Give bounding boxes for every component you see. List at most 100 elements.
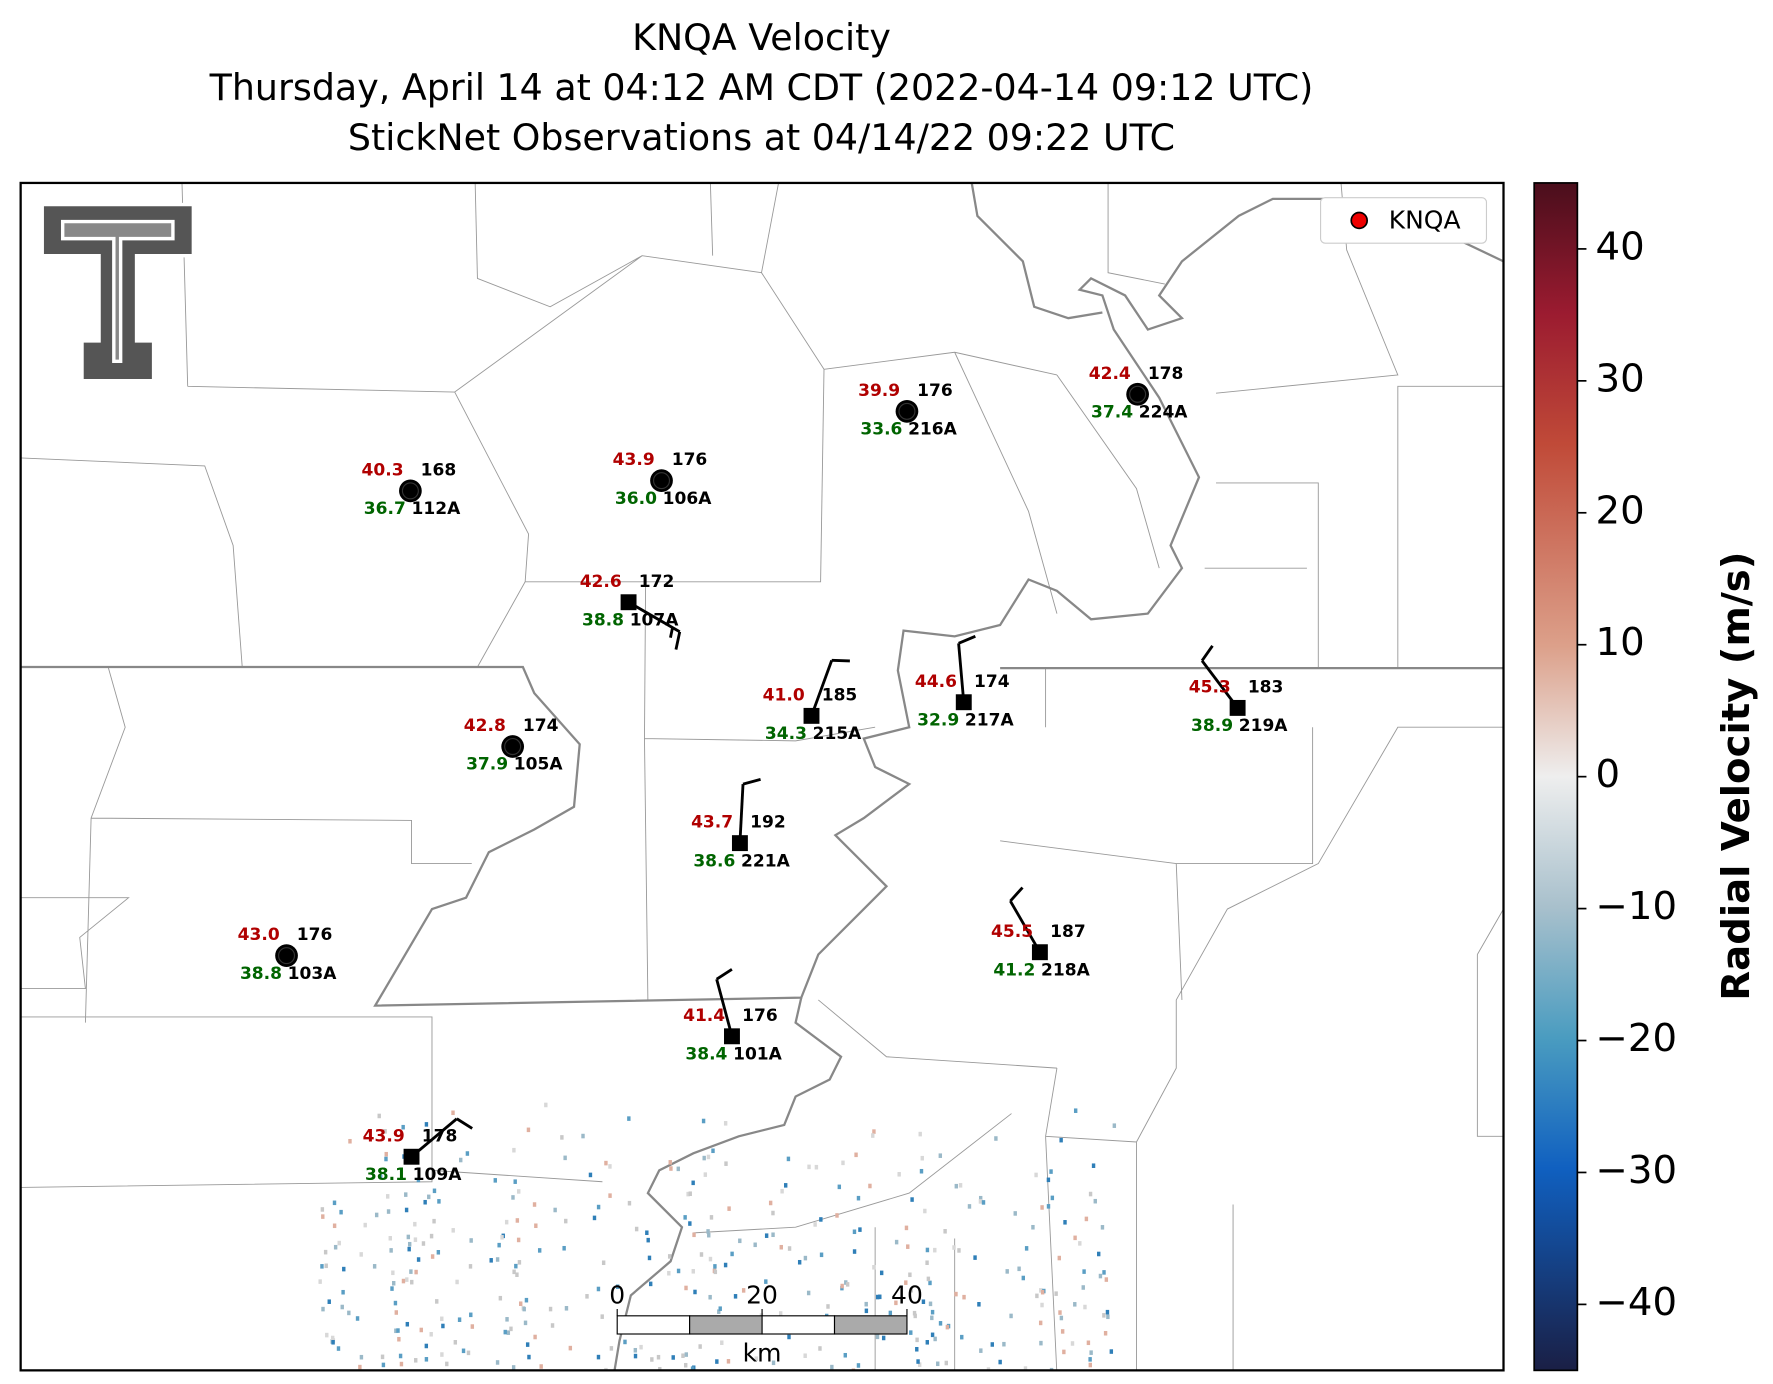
temperature: 42.6 — [580, 572, 622, 592]
station: 40.3 168 36.7 112A — [362, 460, 462, 519]
station-id: 106A — [663, 489, 713, 509]
station: 45.5 187 41.2 218A — [991, 886, 1091, 980]
station-value: 176 — [297, 925, 333, 945]
scale-tick-label: 20 — [746, 1281, 778, 1310]
colorbar-tick-label: 0 — [1596, 752, 1621, 797]
station-value: 187 — [1050, 922, 1086, 942]
wind-barb — [1009, 900, 1042, 953]
station-marker — [403, 1148, 420, 1165]
station-value: 178 — [422, 1126, 458, 1146]
colorbar-tick-label: 40 — [1596, 224, 1645, 269]
station-ring — [401, 482, 419, 500]
scale-tick-label: 0 — [609, 1281, 625, 1310]
dewpoint: 37.9 — [466, 755, 508, 775]
dewpoint: 38.1 — [365, 1165, 407, 1185]
scale-tick-label: 40 — [891, 1281, 923, 1310]
station: 42.4 178 37.4 224A — [1089, 364, 1189, 423]
colorbar-tick-label: −30 — [1596, 1148, 1678, 1193]
station-id: 219A — [1239, 716, 1289, 736]
station: 44.6 174 32.9 217A — [915, 634, 1015, 730]
station-value: 183 — [1248, 677, 1284, 697]
wind-barb — [627, 601, 681, 634]
colorbar-tick-label: −40 — [1596, 1280, 1678, 1325]
barb-flag — [669, 627, 674, 638]
dewpoint: 32.9 — [917, 710, 959, 730]
station: 43.9 176 36.0 106A — [613, 450, 713, 509]
station-value: 176 — [672, 450, 708, 470]
station-marker — [803, 707, 820, 724]
station-ring — [898, 402, 916, 420]
station-ring — [652, 472, 671, 490]
station-marker — [620, 594, 637, 611]
station-marker — [724, 1028, 740, 1045]
scale-segment — [616, 1315, 691, 1335]
colorbar-tick-label: 20 — [1596, 488, 1645, 533]
barb-flag — [715, 968, 733, 981]
title: Thursday, April 14 at 04:12 AM CDT (2022… — [209, 66, 1314, 109]
temperature: 43.7 — [691, 813, 733, 833]
station: 43.0 176 38.8 103A — [238, 925, 338, 984]
station-ring — [504, 738, 522, 756]
station-id: 217A — [965, 710, 1015, 730]
temperature: 40.3 — [362, 460, 404, 480]
station-marker — [731, 835, 748, 852]
station: 41.0 185 34.3 215A — [763, 658, 863, 744]
legend-label: KNQA — [1389, 206, 1461, 235]
station: 45.3 183 38.9 219A — [1189, 645, 1289, 736]
station-value: 185 — [822, 685, 858, 705]
station-id: 105A — [514, 755, 564, 775]
station-value: 178 — [1148, 364, 1184, 384]
wind-barb — [810, 659, 834, 717]
dewpoint: 34.3 — [765, 724, 807, 744]
dewpoint: 38.9 — [1191, 716, 1233, 736]
station-id: 224A — [1139, 402, 1189, 422]
legend-marker — [1350, 211, 1369, 230]
legend: KNQA — [1319, 197, 1488, 244]
temperature: 43.9 — [363, 1126, 405, 1146]
colorbar-tick-label: 30 — [1596, 356, 1645, 401]
colorbar-tick-label: −20 — [1596, 1016, 1678, 1061]
temperature: 41.4 — [683, 1006, 725, 1026]
station-value: 172 — [639, 572, 675, 592]
dewpoint: 38.6 — [693, 851, 735, 871]
scale-segment — [689, 1315, 763, 1335]
station-id: 103A — [288, 964, 338, 984]
colorbar-tick-label: −10 — [1596, 884, 1678, 929]
station-ring — [1129, 385, 1147, 403]
dewpoint: 41.2 — [993, 960, 1035, 980]
station: 42.8 174 37.9 105A — [464, 716, 564, 775]
station-marker — [955, 694, 972, 711]
scale-segment — [761, 1315, 836, 1335]
temperature: 43.0 — [238, 925, 280, 945]
station-id: 216A — [908, 420, 958, 440]
station-ring — [278, 947, 296, 965]
barb-flag — [831, 658, 850, 663]
station-value: 176 — [742, 1006, 778, 1026]
station: 43.7 192 38.6 221A — [691, 778, 791, 871]
dewpoint: 38.8 — [582, 610, 624, 630]
temperature: 44.6 — [915, 672, 957, 692]
dewpoint: 36.7 — [364, 499, 406, 519]
barb-flag — [456, 1117, 473, 1130]
barb-flag — [958, 634, 976, 645]
barb-flag — [674, 631, 682, 650]
station-marker — [1229, 699, 1246, 716]
title: StickNet Observations at 04/14/22 09:22 … — [348, 116, 1175, 159]
basemap — [20, 182, 1504, 1371]
logo — [40, 202, 196, 383]
station-id: 109A — [413, 1165, 463, 1185]
temperature: 41.0 — [763, 685, 805, 705]
colorbar-tick-label: 10 — [1596, 620, 1645, 665]
station-value: 168 — [421, 460, 457, 480]
colorbar — [1533, 182, 1579, 1372]
barb-flag — [1009, 886, 1024, 902]
map-frame — [19, 181, 1505, 1372]
station: 43.9 178 38.1 109A — [363, 1117, 473, 1185]
station: 39.9 176 33.6 216A — [858, 381, 958, 440]
temperature: 39.9 — [858, 381, 900, 401]
station-id: 215A — [813, 724, 863, 744]
station-value: 174 — [523, 716, 559, 736]
station-value: 192 — [750, 813, 786, 833]
temperature: 43.9 — [613, 450, 655, 470]
